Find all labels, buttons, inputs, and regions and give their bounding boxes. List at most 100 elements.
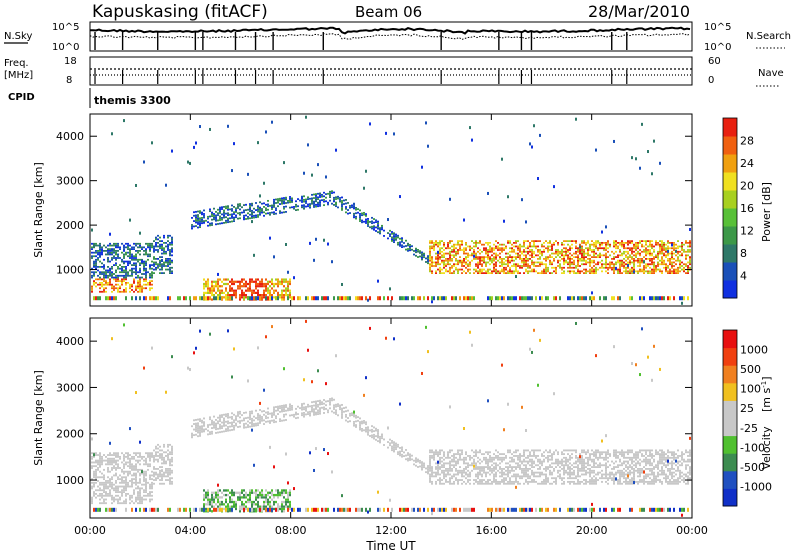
power-cell xyxy=(569,249,571,251)
power-cell xyxy=(499,258,501,260)
power-cell xyxy=(483,258,485,260)
velocity-cell xyxy=(359,421,361,424)
power-cell xyxy=(657,258,659,260)
velocity-cell xyxy=(145,480,147,482)
power-cell xyxy=(135,273,137,275)
velocity-cell xyxy=(109,480,111,482)
velocity-cell xyxy=(131,468,133,471)
power-cell xyxy=(217,287,219,290)
velocity-cell xyxy=(303,412,305,414)
power-cell xyxy=(561,242,563,244)
power-cell xyxy=(445,258,447,260)
power-cell xyxy=(581,245,583,248)
velocity-cell xyxy=(131,463,133,466)
power-cell xyxy=(323,204,325,207)
power-cell xyxy=(315,205,317,208)
power-cell xyxy=(411,245,413,248)
power-noise xyxy=(529,296,531,301)
power-cell xyxy=(537,250,539,253)
power-cell xyxy=(245,296,247,299)
velocity-cell xyxy=(207,498,209,501)
power-cell xyxy=(169,242,171,244)
power-cell xyxy=(199,224,201,227)
power-cell xyxy=(577,247,579,250)
power-cell xyxy=(447,243,449,246)
power-cell xyxy=(217,282,219,286)
velocity-cell xyxy=(469,473,471,476)
velocity-cell xyxy=(159,445,161,448)
velocity-noise xyxy=(405,507,407,512)
velocity-cell xyxy=(233,426,235,429)
power-cell xyxy=(591,243,593,246)
power-cell xyxy=(529,270,531,273)
velocity-cell xyxy=(147,468,149,471)
velocity-cell xyxy=(393,444,395,447)
power-cell xyxy=(521,250,523,253)
power-cell xyxy=(501,265,503,267)
power-cell xyxy=(249,282,251,286)
velocity-cell xyxy=(167,475,169,478)
power-cell xyxy=(477,250,479,253)
power-cell xyxy=(649,270,651,273)
velocity-cell xyxy=(113,457,115,460)
power-cell xyxy=(399,241,401,244)
velocity-cell xyxy=(277,409,279,412)
velocity-cell xyxy=(283,410,285,413)
velocity-cell xyxy=(419,461,421,464)
velocity-cell xyxy=(257,489,259,492)
velocity-cell xyxy=(235,424,237,427)
power-cell xyxy=(465,258,467,260)
velocity-cell xyxy=(313,410,315,413)
velocity-cell xyxy=(345,406,347,409)
power-cell xyxy=(601,265,603,267)
velocity-noise xyxy=(271,325,273,329)
power-cell xyxy=(373,221,375,224)
power-cell xyxy=(111,273,113,275)
velocity-cell xyxy=(235,417,237,420)
power-cell xyxy=(461,263,463,266)
power-cell xyxy=(163,250,165,253)
velocity-cell xyxy=(443,451,445,454)
power-cell xyxy=(509,254,511,257)
velocity-cell xyxy=(443,471,445,474)
power-cell xyxy=(671,250,673,253)
velocity-cell xyxy=(231,505,233,508)
power-cell xyxy=(245,218,247,220)
power-cell xyxy=(621,265,623,267)
power-cell xyxy=(663,259,665,262)
power-cell xyxy=(565,250,567,253)
velocity-cell xyxy=(99,457,101,460)
power-cell xyxy=(669,263,671,266)
velocity-cell xyxy=(139,480,141,482)
velocity-noise xyxy=(155,507,157,512)
power-cell xyxy=(471,240,473,242)
velocity-cell xyxy=(245,500,247,504)
velocity-noise xyxy=(433,507,435,512)
power-cell xyxy=(121,260,123,263)
velocity-cell xyxy=(313,413,315,416)
power-cell xyxy=(221,280,223,283)
velocity-cell xyxy=(255,498,257,501)
velocity-cell xyxy=(251,417,253,420)
power-cell xyxy=(315,200,317,203)
power-cell xyxy=(285,294,287,297)
velocity-cell xyxy=(131,455,133,458)
power-cell xyxy=(449,250,451,253)
velocity-cell xyxy=(459,453,461,456)
power-cell xyxy=(459,240,461,242)
velocity-cell xyxy=(297,413,299,415)
velocity-cell xyxy=(239,507,241,511)
power-cell xyxy=(433,245,435,248)
velocity-cell xyxy=(209,498,211,501)
power-cell xyxy=(163,252,165,255)
velocity-cell xyxy=(211,432,213,435)
power-cell xyxy=(463,252,465,255)
velocity-cell xyxy=(207,489,209,492)
power-cell xyxy=(105,274,107,277)
power-noise xyxy=(521,198,523,202)
power-cell xyxy=(615,247,617,250)
power-cell xyxy=(619,266,621,269)
velocity-cell xyxy=(439,449,441,452)
velocity-cell xyxy=(221,496,223,499)
velocity-cell xyxy=(431,482,433,485)
